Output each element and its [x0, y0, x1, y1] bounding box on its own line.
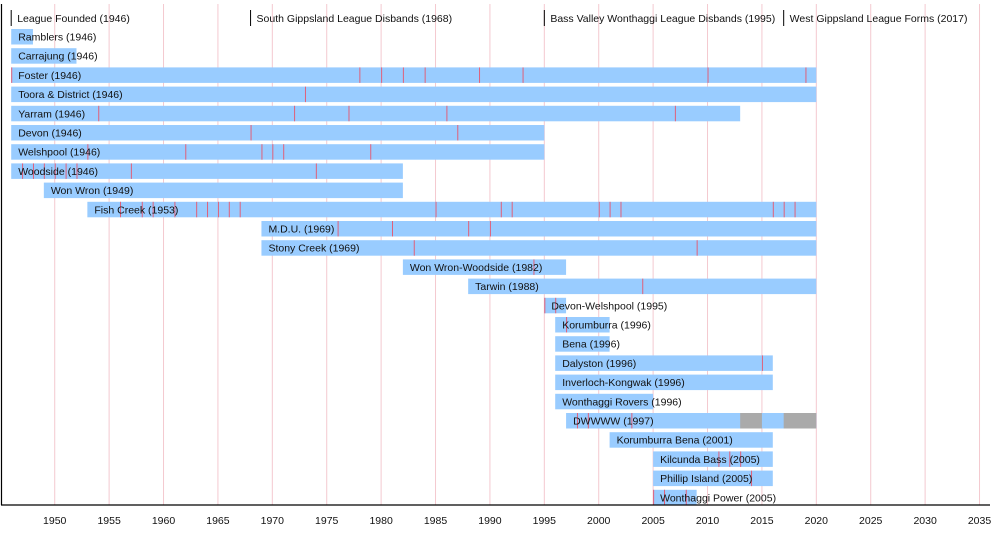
club-row: Carrajung (1946)	[11, 48, 98, 64]
club-bar	[11, 144, 545, 160]
x-tick-label: 2005	[641, 515, 665, 527]
club-label: Wonthaggi Power (2005)	[660, 492, 776, 504]
x-tick-label: 2000	[587, 515, 611, 527]
club-row: Won Wron (1949)	[43, 182, 403, 199]
club-label: DWWWW (1997)	[573, 416, 654, 428]
club-label: Kilcunda Bass (2005)	[660, 454, 760, 466]
club-label: M.D.U. (1969)	[268, 224, 334, 236]
x-tick-label: 1965	[206, 515, 230, 527]
x-tick-label: 1970	[261, 515, 285, 527]
club-bar	[555, 393, 654, 410]
club-bar	[11, 48, 77, 64]
club-row: Welshpool (1946)	[11, 144, 545, 160]
event-label: Bass Valley Wonthaggi League Disbands (1…	[550, 13, 775, 25]
club-row: Ramblers (1946)	[11, 29, 96, 45]
x-tick-label: 1990	[478, 515, 502, 527]
x-tick-label: 1950	[43, 515, 67, 527]
club-label: Fish Creek (1953)	[94, 204, 178, 216]
club-row: Dalyston (1996)	[555, 355, 773, 371]
club-row: M.D.U. (1969)	[261, 221, 817, 237]
club-label: Woodside (1946)	[18, 166, 98, 178]
club-label: Welshpool (1946)	[18, 147, 100, 159]
club-row: Tarwin (1988)	[468, 278, 817, 295]
x-tick-label: 2035	[968, 515, 992, 527]
club-row: Yarram (1946)	[11, 105, 741, 122]
club-row: Wonthaggi Power (2005)	[653, 489, 776, 506]
recess-segment	[740, 413, 762, 429]
club-row: Won Wron-Woodside (1982)	[402, 259, 567, 275]
club-bars: Ramblers (1946) Carrajung (1946) Foster (1…	[11, 29, 817, 506]
club-bar	[11, 86, 817, 103]
club-bar	[261, 221, 817, 237]
event-label: South Gippsland League Disbands (1968)	[257, 13, 453, 25]
club-label: Inverloch-Kongwak (1996)	[562, 377, 685, 389]
x-tick-label: 1995	[533, 515, 557, 527]
club-bar	[653, 470, 773, 487]
club-bar	[11, 163, 403, 179]
club-row: Devon (1946)	[11, 125, 545, 141]
club-row: Phillip Island (2005)	[653, 470, 773, 487]
club-label: Devon-Welshpool (1995)	[551, 300, 667, 312]
club-bar	[653, 451, 773, 467]
x-tick-label: 2030	[913, 515, 937, 527]
club-row: Kilcunda Bass (2005)	[653, 451, 773, 467]
club-label: Won Wron (1949)	[51, 185, 133, 197]
event-label: West Gippsland League Forms (2017)	[790, 13, 968, 25]
club-bar	[555, 355, 773, 371]
club-label: Korumburra (1996)	[562, 320, 651, 332]
club-bar	[555, 374, 773, 391]
x-tick-label: 2010	[696, 515, 720, 527]
club-bar	[43, 182, 403, 199]
club-label: Toora & District (1946)	[18, 89, 122, 101]
club-row: Foster (1946)	[11, 67, 817, 83]
club-bar	[11, 29, 33, 45]
club-label: Dalyston (1996)	[562, 358, 636, 370]
club-label: Phillip Island (2005)	[660, 473, 752, 485]
club-label: Won Wron-Woodside (1982)	[410, 262, 542, 274]
club-bar	[11, 105, 741, 122]
club-label: Tarwin (1988)	[475, 281, 539, 293]
x-tick-label: 2020	[805, 515, 829, 527]
x-tick-label: 1975	[315, 515, 339, 527]
x-tick-label: 1960	[152, 515, 176, 527]
x-tick-label: 1955	[97, 515, 121, 527]
club-bar	[11, 67, 817, 83]
club-row: Fish Creek (1953)	[87, 201, 817, 218]
club-label: Bena (1996)	[562, 339, 620, 351]
club-row: Woodside (1946)	[11, 163, 403, 179]
club-bar	[609, 432, 773, 448]
club-label: Devon (1946)	[18, 128, 82, 140]
club-row: Devon-Welshpool (1995)	[544, 297, 667, 314]
club-label: Foster (1946)	[18, 70, 81, 82]
club-label: Korumburra Bena (2001)	[617, 435, 733, 447]
club-row: Korumburra Bena (2001)	[609, 432, 773, 448]
club-row: Toora & District (1946)	[11, 86, 817, 103]
event-markers: League Founded (1946) South Gippsland Lea…	[10, 10, 968, 26]
x-tick-label: 1985	[424, 515, 448, 527]
club-row: Stony Creek (1969)	[261, 240, 817, 256]
club-bar	[555, 336, 610, 352]
x-axis: 1950 1955 1960 1965 1970 1975 1980 1985 1990 1995…	[0, 4, 992, 527]
event-label: League Founded (1946)	[17, 13, 130, 25]
club-bar	[555, 317, 610, 333]
x-tick-label: 1980	[369, 515, 393, 527]
club-bar	[261, 240, 817, 256]
club-row: Inverloch-Kongwak (1996)	[555, 374, 773, 391]
club-label: Yarram (1946)	[18, 108, 85, 120]
x-tick-label: 2015	[750, 515, 774, 527]
club-row: Bena (1996)	[555, 336, 620, 352]
x-tick-label: 2025	[859, 515, 883, 527]
club-row: DWWWW (1997)	[566, 413, 817, 429]
club-row: Wonthaggi Rovers (1996)	[555, 393, 682, 410]
club-row: Korumburra (1996)	[555, 317, 651, 333]
club-label: Stony Creek (1969)	[268, 243, 359, 255]
club-label: Ramblers (1946)	[18, 32, 96, 44]
club-label: Carrajung (1946)	[18, 51, 97, 63]
club-label: Wonthaggi Rovers (1996)	[562, 396, 681, 408]
club-bar	[402, 259, 567, 275]
club-bar	[11, 125, 545, 141]
club-bar	[87, 201, 817, 218]
recess-segment	[783, 413, 817, 429]
